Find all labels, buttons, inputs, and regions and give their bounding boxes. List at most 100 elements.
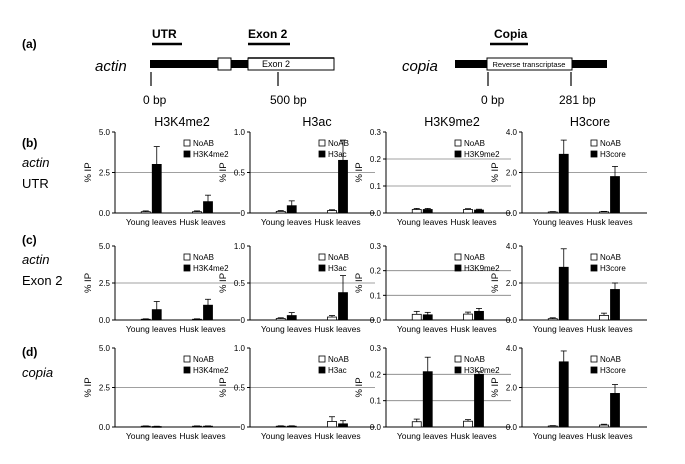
x-tick-label: Young leaves xyxy=(533,324,584,334)
panel-label-c: (c) xyxy=(22,233,37,247)
legend-label: H3core xyxy=(600,366,626,375)
y-axis-label: % IP xyxy=(83,273,94,293)
x-tick-label: Husk leaves xyxy=(450,431,496,441)
copia-gene-label: copia xyxy=(402,58,438,75)
legend-swatch xyxy=(590,264,598,272)
legend-label: H3K9me2 xyxy=(464,264,500,273)
actin-exon1-box xyxy=(217,57,232,71)
x-tick-label: Young leaves xyxy=(126,431,177,441)
legend-label: H3core xyxy=(600,264,626,273)
legend-swatch xyxy=(318,355,326,363)
y-axis-label: % IP xyxy=(218,377,229,397)
bar-noab-young xyxy=(411,421,422,428)
y-tick-label: 2.5 xyxy=(99,384,111,393)
legend-label: H3ac xyxy=(328,264,347,273)
bar-noab-young xyxy=(140,211,151,214)
y-tick-label: 0.0 xyxy=(506,209,518,218)
legend-swatch xyxy=(318,264,326,272)
actin-tick-label-500: 500 bp xyxy=(270,93,307,107)
legend-label: H3K4me2 xyxy=(193,264,229,273)
bar-h3k4me2-young xyxy=(151,426,162,428)
bar-h3ac-husk xyxy=(338,423,348,428)
y-tick-label: 2.5 xyxy=(99,279,111,288)
y-axis-label: % IP xyxy=(490,273,501,293)
legend-swatch xyxy=(183,253,191,261)
y-tick-label: 0.2 xyxy=(370,370,382,379)
x-tick-label: Young leaves xyxy=(397,217,448,227)
bar-noab-husk xyxy=(599,314,609,321)
y-tick-label: 0 xyxy=(241,423,246,432)
x-tick-label: Husk leaves xyxy=(179,217,225,227)
y-tick-label: 0.0 xyxy=(506,423,518,432)
y-axis-label: % IP xyxy=(218,273,229,293)
bar-noab-husk xyxy=(463,209,473,214)
row-b-gene: actin xyxy=(22,155,49,170)
x-tick-label: Young leaves xyxy=(261,217,312,227)
y-tick-label: 2.0 xyxy=(506,169,518,178)
x-tick-label: Young leaves xyxy=(397,431,448,441)
legend-label: H3core xyxy=(600,150,626,159)
y-tick-label: 0.0 xyxy=(99,209,111,218)
y-tick-label: 0.2 xyxy=(370,267,382,276)
x-tick-label: Husk leaves xyxy=(179,324,225,334)
x-tick-label: Husk leaves xyxy=(450,217,496,227)
legend-label: NoAB xyxy=(600,355,621,364)
legend-label: NoAB xyxy=(464,139,485,148)
bar-h3core-young xyxy=(558,266,569,321)
y-tick-label: 0.5 xyxy=(234,384,246,393)
y-tick-label: 0.3 xyxy=(370,128,382,137)
legend-swatch xyxy=(318,139,326,147)
x-tick-label: Young leaves xyxy=(533,217,584,227)
bar-noab-husk xyxy=(327,316,337,321)
bar-h3core-young xyxy=(558,361,569,428)
legend-swatch xyxy=(590,253,598,261)
panel-label-b: (b) xyxy=(22,136,37,150)
y-tick-label: 1.0 xyxy=(234,344,246,353)
legend-label: NoAB xyxy=(464,253,485,262)
y-axis-label: % IP xyxy=(218,162,229,182)
y-tick-label: 1.0 xyxy=(234,242,246,251)
y-tick-label: 0 xyxy=(241,316,246,325)
legend-swatch xyxy=(590,150,598,158)
bar-h3ac-husk xyxy=(338,159,348,214)
x-tick-label: Young leaves xyxy=(397,324,448,334)
actin-tick-label-0: 0 bp xyxy=(143,93,167,107)
bar-h3k9me2-young xyxy=(422,371,433,428)
utr-region-label: UTR xyxy=(152,27,177,41)
chart-r1-c3: 0.0 0.1 0.2 0.3 % IP Young leaves Husk leaves N… xyxy=(354,128,511,227)
y-tick-label: 0.1 xyxy=(370,397,382,406)
y-axis-label: % IP xyxy=(354,377,365,397)
x-tick-label: Husk leaves xyxy=(314,324,360,334)
legend-swatch xyxy=(318,253,326,261)
bar-h3k4me2-young xyxy=(151,163,162,214)
y-tick-label: 2.0 xyxy=(506,279,518,288)
legend-label: H3K4me2 xyxy=(193,150,229,159)
copia-tick-label-281: 281 bp xyxy=(559,93,596,107)
actin-gene-label: actin xyxy=(95,58,127,75)
y-tick-label: 1.0 xyxy=(234,128,246,137)
col-title-h3k9me2: H3K9me2 xyxy=(424,115,480,129)
y-tick-label: 5.0 xyxy=(99,128,111,137)
y-axis-label: % IP xyxy=(490,377,501,397)
bar-h3ac-young xyxy=(286,425,297,428)
x-tick-label: Young leaves xyxy=(261,431,312,441)
y-tick-label: 4.0 xyxy=(506,344,518,353)
legend-swatch xyxy=(318,150,326,158)
bar-h3core-young xyxy=(558,153,569,214)
panel-label-a: (a) xyxy=(22,37,37,51)
bar-h3k4me2-husk xyxy=(203,304,213,321)
copia-rt-box-label: Reverse transcriptase xyxy=(493,60,566,69)
x-tick-label: Young leaves xyxy=(126,324,177,334)
x-tick-label: Husk leaves xyxy=(179,431,225,441)
bar-h3k9me2-husk xyxy=(474,209,484,214)
bar-h3k9me2-young xyxy=(422,209,433,214)
bar-noab-husk xyxy=(192,211,202,214)
bar-noab-husk xyxy=(463,420,473,428)
legend-label: H3K9me2 xyxy=(464,366,500,375)
legend-label: NoAB xyxy=(328,355,349,364)
bar-h3k4me2-husk xyxy=(203,201,213,214)
x-tick-label: Husk leaves xyxy=(586,217,632,227)
actin-exon2-box xyxy=(247,57,335,71)
